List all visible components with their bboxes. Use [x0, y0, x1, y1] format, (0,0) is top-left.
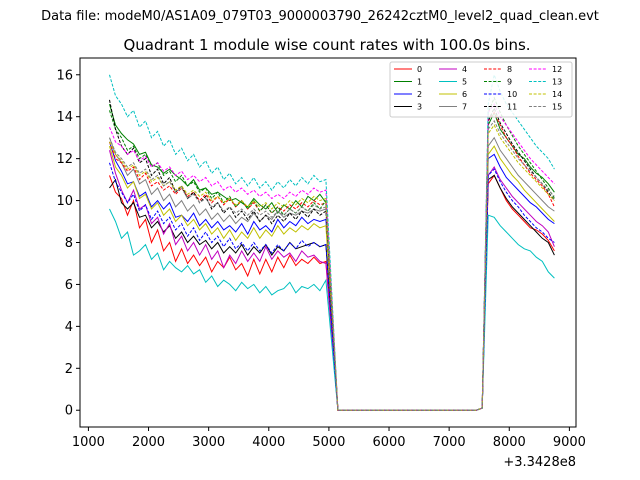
legend-label-8: 8 [507, 65, 512, 74]
legend-label-9: 9 [507, 78, 512, 87]
legend-label-15: 15 [552, 103, 562, 112]
x-axis: 1000 2000 3000 4000 5000 6000 7000 8000 9000 [72, 427, 586, 450]
legend-label-0: 0 [417, 65, 422, 74]
legend-label-12: 12 [552, 65, 562, 74]
series-line-7 [109, 136, 555, 411]
y-tick-label: 4 [65, 320, 73, 335]
x-tick-label: 4000 [252, 435, 285, 450]
legend-label-13: 13 [552, 78, 562, 87]
legend-label-11: 11 [507, 103, 517, 112]
legend-label-1: 1 [417, 78, 422, 87]
series-line-14 [109, 124, 555, 411]
y-tick-label: 2 [65, 362, 73, 377]
y-axis: 0 2 4 6 8 10 12 14 16 [56, 68, 80, 419]
series-line-13 [109, 72, 555, 411]
legend-label-2: 2 [417, 90, 422, 99]
x-tick-label: 7000 [433, 435, 466, 450]
x-tick-label: 6000 [372, 435, 405, 450]
x-offset-label: +3.3428e8 [503, 455, 576, 470]
legend-label-4: 4 [462, 65, 467, 74]
y-tick-label: 6 [65, 278, 73, 293]
legend-label-7: 7 [462, 103, 467, 112]
x-tick-label: 8000 [493, 435, 526, 450]
x-tick-label: 1000 [72, 435, 105, 450]
legend-label-10: 10 [507, 90, 517, 99]
x-tick-label: 9000 [553, 435, 586, 450]
y-tick-label: 8 [65, 236, 73, 251]
legend-label-5: 5 [462, 78, 467, 87]
y-tick-label: 14 [56, 110, 73, 125]
legend-box [389, 61, 573, 118]
plot-lines [109, 72, 555, 411]
series-line-15 [109, 119, 555, 411]
y-tick-label: 16 [56, 68, 73, 83]
x-tick-label: 2000 [132, 435, 165, 450]
x-tick-label: 3000 [192, 435, 225, 450]
series-line-10 [109, 162, 555, 411]
legend-label-3: 3 [417, 103, 422, 112]
x-tick-label: 5000 [312, 435, 345, 450]
legend-label-14: 14 [552, 90, 562, 99]
chart-title: Quadrant 1 module wise count rates with … [123, 36, 530, 54]
legend-label-6: 6 [462, 90, 467, 99]
data-file-label: Data file: modeM0/AS1A09_079T03_90000037… [41, 9, 599, 24]
y-tick-label: 0 [65, 404, 73, 419]
y-tick-label: 10 [56, 194, 73, 209]
y-tick-label: 12 [56, 152, 73, 167]
